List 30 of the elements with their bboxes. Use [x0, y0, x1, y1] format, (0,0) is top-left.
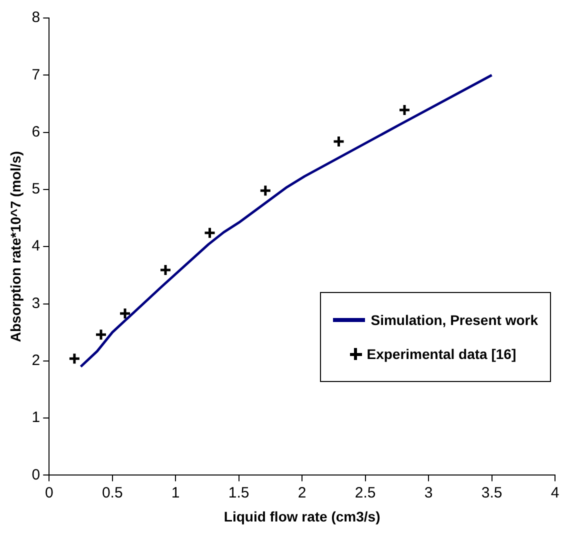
x-tick-label: 2.5	[354, 484, 376, 502]
x-tick-label: 0.5	[102, 484, 123, 502]
x-tick-label: 3.5	[481, 484, 502, 502]
point	[259, 184, 272, 197]
x-tick-label: 2	[298, 484, 306, 502]
y-axis-title: Absorption rate*10^7 (mol/s)	[7, 151, 24, 342]
point	[68, 352, 81, 365]
y-tick-label: 5	[32, 180, 40, 198]
point	[398, 104, 411, 116]
point	[118, 307, 132, 320]
y-tick-label: 8	[32, 9, 40, 26]
x-tick-label: 3	[424, 484, 433, 502]
point	[159, 264, 172, 276]
y-tick-label: 1	[32, 409, 40, 426]
x-tick-label: 1.5	[228, 484, 250, 502]
y-tick-label: 4	[32, 238, 40, 255]
point	[332, 135, 345, 148]
point	[94, 328, 108, 341]
y-tick-label: 6	[32, 123, 40, 140]
x-tick-label: 4	[550, 484, 560, 502]
y-tick-label: 3	[32, 294, 40, 312]
legend-label: Simulation, Present work	[370, 312, 538, 328]
y-tick-label: 0	[32, 466, 40, 484]
x-tick-label: 0	[44, 484, 54, 502]
legend-label: Experimental data [16]	[366, 346, 516, 362]
point	[204, 226, 216, 240]
y-tick-label: 2	[32, 352, 40, 370]
x-axis-title: Liquid flow rate (cm3/s)	[224, 508, 380, 524]
y-tick-label: 7	[32, 66, 40, 84]
x-tick-label: 1	[171, 484, 180, 502]
